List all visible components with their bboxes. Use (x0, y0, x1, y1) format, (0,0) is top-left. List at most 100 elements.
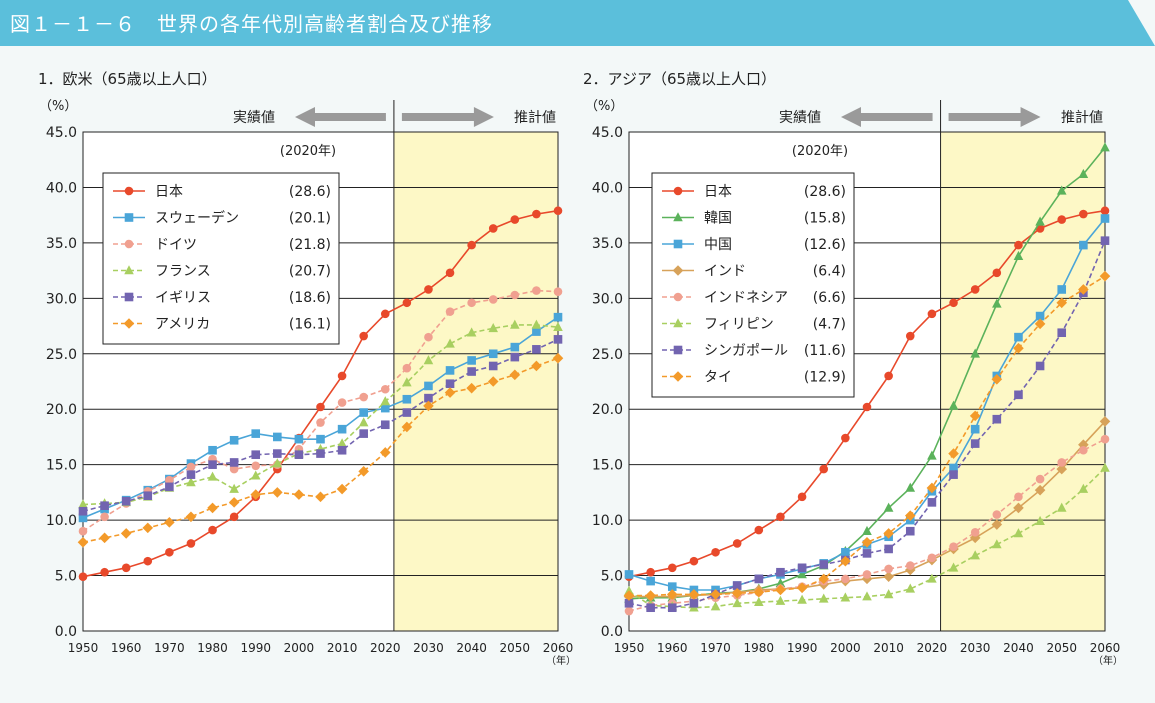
x-tick-label: 2040 (456, 641, 487, 655)
legend-value: (28.6) (804, 184, 846, 200)
legend-header: (2020年) (792, 144, 848, 159)
x-tick-label: 2050 (1046, 641, 1077, 655)
data-point (1014, 240, 1023, 250)
y-tick-label: 40.0 (46, 180, 77, 196)
data-point (949, 542, 958, 552)
x-tick-label: 1980 (744, 641, 775, 655)
data-point (841, 574, 850, 584)
legend-marker (673, 318, 683, 328)
data-point (143, 491, 153, 501)
data-point (1035, 361, 1045, 371)
data-point (689, 598, 699, 608)
data-point (841, 433, 850, 443)
data-point (1013, 250, 1024, 260)
data-point (273, 432, 282, 442)
x-tick-label: 1990 (240, 641, 271, 655)
data-point (120, 528, 132, 539)
data-point (1078, 284, 1089, 295)
data-point (1099, 270, 1111, 282)
legend-label: フランス (155, 264, 211, 280)
data-point (553, 206, 563, 216)
data-point (862, 570, 872, 579)
data-point (78, 526, 88, 536)
data-point (359, 392, 368, 402)
data-point (1079, 240, 1088, 250)
data-point (927, 573, 937, 583)
data-point (927, 309, 937, 319)
right-panel-title: 2．アジア（65歳以上人口） (583, 70, 777, 88)
data-point (272, 458, 283, 468)
data-point (316, 402, 325, 412)
data-point (272, 487, 283, 498)
data-point (926, 482, 938, 494)
data-point (840, 555, 851, 567)
data-point (229, 483, 239, 493)
data-point (1078, 483, 1089, 493)
data-point (358, 466, 369, 477)
legend-label: スウェーデン (155, 210, 239, 227)
data-point (337, 371, 347, 381)
data-point (165, 475, 174, 485)
data-point (646, 567, 655, 577)
x-axis-unit: （年） (1093, 654, 1123, 667)
data-point (905, 583, 916, 593)
left-panel-title: 1．欧米（65歳以上人口） (38, 70, 217, 88)
series-日本 (624, 206, 1110, 581)
data-point (710, 601, 721, 611)
data-point (948, 400, 959, 410)
data-point (337, 445, 347, 455)
series-イギリス (78, 335, 563, 516)
data-point (78, 506, 88, 516)
data-point (1013, 528, 1024, 538)
y-tick-label: 0.0 (55, 624, 77, 640)
data-point (904, 510, 916, 521)
data-point (1035, 216, 1045, 226)
data-point (970, 348, 980, 358)
data-point (927, 498, 937, 507)
data-point (710, 589, 721, 600)
data-point (316, 434, 325, 444)
y-axis-unit: （%） (39, 99, 77, 114)
data-point (1056, 463, 1068, 475)
data-point (402, 394, 412, 404)
data-point (402, 298, 412, 308)
legend-label: ドイツ (155, 237, 197, 253)
y-tick-label: 25.0 (592, 347, 623, 363)
legend-value: (12.9) (804, 370, 846, 386)
y-tick-label: 5.0 (601, 569, 623, 585)
data-point (424, 332, 433, 342)
data-point (667, 582, 677, 591)
projection-label: 推計値 (1061, 110, 1103, 126)
data-point (532, 209, 541, 219)
data-point (883, 502, 894, 512)
data-point (251, 450, 261, 459)
legend-value: (11.6) (804, 343, 846, 359)
y-tick-label: 0.0 (601, 624, 623, 640)
legend-marker (124, 265, 134, 275)
data-point (646, 576, 655, 586)
data-point (510, 215, 520, 224)
legend-value: (21.8) (289, 237, 331, 253)
data-point (402, 363, 412, 373)
projection-region (940, 132, 1105, 631)
data-point (732, 581, 742, 590)
data-point (624, 598, 634, 608)
data-point (77, 536, 89, 548)
data-point (531, 319, 542, 329)
data-point (1035, 474, 1045, 484)
data-point (818, 593, 829, 603)
data-point (927, 450, 937, 460)
y-tick-label: 30.0 (592, 291, 623, 307)
legend-value: (28.6) (289, 184, 331, 200)
data-point (229, 435, 239, 445)
right-arrow (948, 107, 1041, 127)
data-point (667, 563, 677, 573)
data-point (905, 331, 915, 341)
figure-banner (0, 0, 1155, 46)
data-point (488, 322, 499, 333)
data-point (970, 528, 980, 537)
data-point (1100, 142, 1110, 152)
y-tick-label: 30.0 (46, 291, 77, 307)
data-point (100, 512, 109, 522)
data-point (207, 471, 218, 481)
